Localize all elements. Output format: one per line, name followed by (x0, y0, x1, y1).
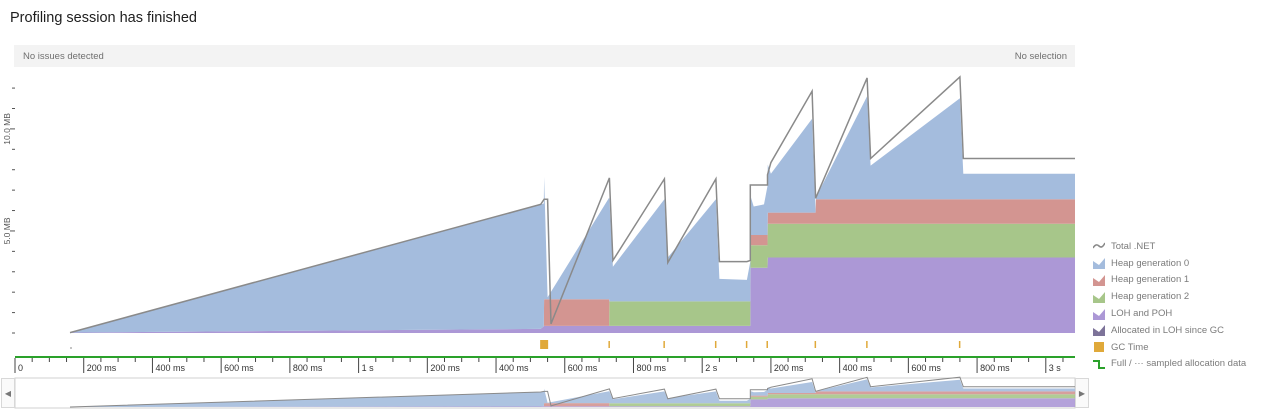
x-tick-label: 400 ms (843, 363, 873, 373)
step-line-icon (1093, 358, 1105, 370)
y-tick-label: 5.0 MB (2, 217, 12, 244)
x-tick-label: 400 ms (155, 363, 185, 373)
x-tick-label: 600 ms (224, 363, 254, 373)
legend-item: Heap generation 1 (1093, 272, 1246, 289)
legend-label: Heap generation 2 (1111, 291, 1190, 303)
overview-area (70, 379, 1075, 407)
x-tick-label: 800 ms (293, 363, 323, 373)
legend-label: GC Time (1111, 341, 1149, 353)
legend-label: Heap generation 0 (1111, 257, 1190, 269)
legend-item: Heap generation 2 (1093, 288, 1246, 305)
x-tick-label: 800 ms (636, 363, 666, 373)
scroll-left-button[interactable]: ◀ (1, 378, 15, 408)
line-icon (1093, 240, 1105, 252)
gc-marker (714, 341, 717, 348)
gc-marker (663, 341, 665, 348)
gc-time-row (70, 340, 961, 349)
x-tick-label: 600 ms (911, 363, 941, 373)
series-area-heap-generation-1 (70, 199, 1075, 333)
x-tick-label: 800 ms (980, 363, 1010, 373)
x-tick-label: 1 s (362, 363, 375, 373)
x-tick-label: 200 ms (774, 363, 804, 373)
overview-minimap[interactable] (14, 376, 1076, 409)
x-tick-label: 600 ms (568, 363, 598, 373)
series-area-heap-generation-0 (70, 96, 1075, 333)
gc-marker (958, 341, 961, 348)
scroll-right-button[interactable]: ▶ (1075, 378, 1089, 408)
gc-marker (814, 341, 817, 348)
area-icon (1093, 308, 1105, 320)
x-tick-label: 3 s (1049, 363, 1062, 373)
legend-label: Allocated in LOH since GC (1111, 324, 1224, 336)
legend-item: Total .NET (1093, 238, 1246, 255)
series-area-loh-and-poh (70, 257, 1075, 333)
legend-label: LOH and POH (1111, 308, 1173, 320)
x-axis: 0 200 ms 400 ms 600 ms 800 ms 1 s 200 ms 400 ms… (14, 356, 1075, 373)
legend-item: GC Time (1093, 339, 1246, 356)
page-title: Profiling session has finished (10, 10, 197, 26)
total-dotnet-line (69, 75, 1075, 334)
series-area-heap-generation-2 (70, 223, 1075, 333)
selection-status: No selection (1014, 51, 1067, 62)
gc-marker (745, 341, 748, 348)
legend-item: Full / ··· sampled allocation data (1093, 356, 1246, 373)
legend-label: Total .NET (1111, 240, 1156, 252)
x-tick-label: 200 ms (430, 363, 460, 373)
area-icon (1093, 291, 1105, 303)
gc-marker (608, 341, 610, 348)
heap-areas (70, 96, 1075, 333)
area-icon (1093, 324, 1105, 337)
total-dotnet-path (69, 75, 1075, 334)
legend-item: Heap generation 0 (1093, 255, 1246, 272)
y-tick-label: 10.0 MB (2, 113, 12, 145)
issues-status: No issues detected (23, 51, 104, 62)
y-axis: 5.0 MB 10.0 MB (2, 87, 15, 334)
gc-marker (540, 340, 549, 349)
gc-marker (766, 341, 768, 348)
area-icon (1093, 257, 1105, 270)
square-icon (1093, 341, 1105, 353)
legend-item: Allocated in LOH since GC (1093, 322, 1246, 339)
legend-label: Heap generation 1 (1111, 274, 1190, 286)
x-tick-label: 0 (18, 363, 23, 373)
overview-area (70, 391, 1075, 407)
x-tick-label: 200 ms (87, 363, 117, 373)
gc-marker (866, 341, 868, 348)
overview-area (70, 394, 1075, 407)
legend-label: Full / ··· sampled allocation data (1111, 358, 1247, 370)
legend: Total .NET Heap generation 0 Heap generati… (1093, 238, 1246, 372)
x-tick-label: 400 ms (499, 363, 529, 373)
area-icon (1093, 274, 1105, 286)
x-tick-label: 2 s (705, 363, 718, 373)
legend-item: LOH and POH (1093, 305, 1246, 322)
status-bar: No issues detected No selection (14, 45, 1075, 67)
overview-area (70, 398, 1075, 407)
overview-total-line (69, 376, 1075, 408)
